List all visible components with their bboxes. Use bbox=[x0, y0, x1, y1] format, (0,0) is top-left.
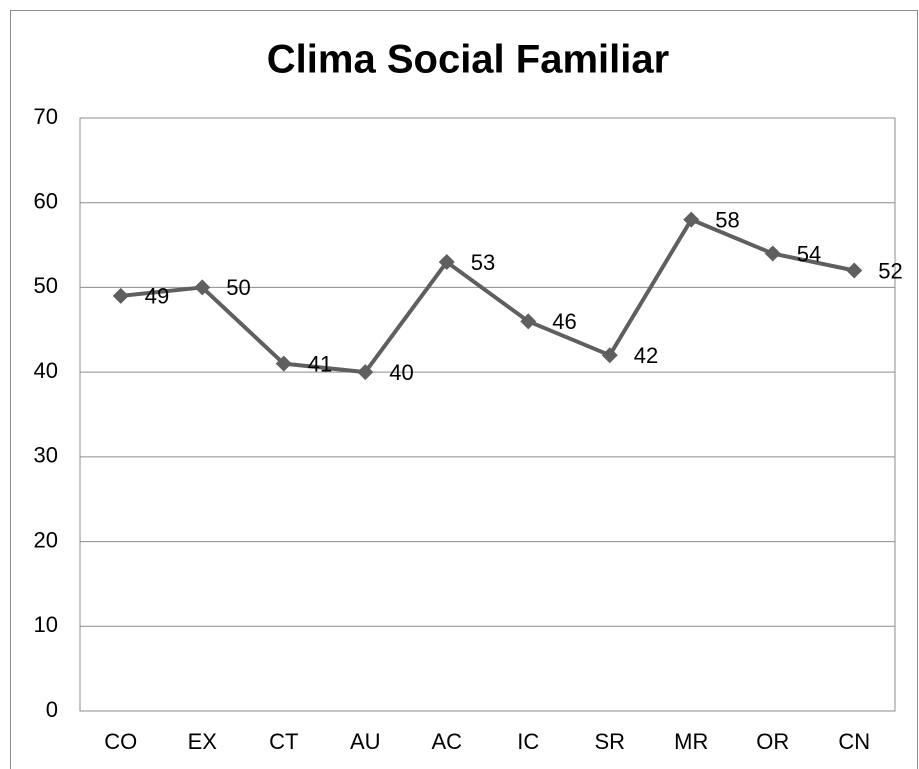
data-marker bbox=[357, 364, 374, 381]
data-marker bbox=[275, 355, 292, 372]
data-line bbox=[120, 217, 855, 375]
data-label: 53 bbox=[471, 250, 495, 275]
data-label: 46 bbox=[552, 309, 576, 334]
data-label: 50 bbox=[226, 275, 250, 300]
data-label: 54 bbox=[797, 241, 821, 266]
y-tick-label: 30 bbox=[34, 443, 58, 468]
data-label: 42 bbox=[634, 343, 658, 368]
x-tick-label: CO bbox=[104, 729, 137, 754]
data-label: 52 bbox=[878, 258, 902, 283]
y-tick-label: 10 bbox=[34, 612, 58, 637]
x-tick-label: SR bbox=[594, 729, 625, 754]
y-tick-label: 40 bbox=[34, 358, 58, 383]
data-marker bbox=[683, 211, 700, 228]
y-tick-label: 70 bbox=[34, 104, 58, 129]
x-tick-label: AC bbox=[431, 729, 462, 754]
y-tick-label: 20 bbox=[34, 527, 58, 552]
x-tick-label: EX bbox=[188, 729, 218, 754]
data-marker bbox=[520, 313, 537, 330]
data-marker bbox=[438, 254, 455, 271]
y-tick-label: 60 bbox=[34, 189, 58, 214]
data-marker bbox=[846, 262, 863, 279]
chart-border bbox=[10, 10, 918, 769]
data-marker bbox=[194, 279, 211, 296]
x-tick-label: CN bbox=[838, 729, 870, 754]
data-label: 40 bbox=[389, 360, 413, 385]
x-tick-label: CT bbox=[269, 729, 298, 754]
x-tick-label: MR bbox=[674, 729, 708, 754]
x-tick-label: IC bbox=[517, 729, 539, 754]
data-marker bbox=[764, 245, 781, 262]
data-label: 58 bbox=[715, 207, 739, 232]
chart-title: Clima Social Familiar bbox=[267, 38, 669, 82]
y-tick-label: 50 bbox=[34, 273, 58, 298]
data-marker bbox=[112, 287, 129, 304]
data-marker bbox=[601, 347, 618, 364]
data-label: 41 bbox=[308, 351, 332, 376]
x-tick-label: OR bbox=[756, 729, 789, 754]
y-tick-label: 0 bbox=[46, 697, 58, 722]
data-label: 49 bbox=[145, 284, 169, 309]
x-tick-label: AU bbox=[350, 729, 381, 754]
